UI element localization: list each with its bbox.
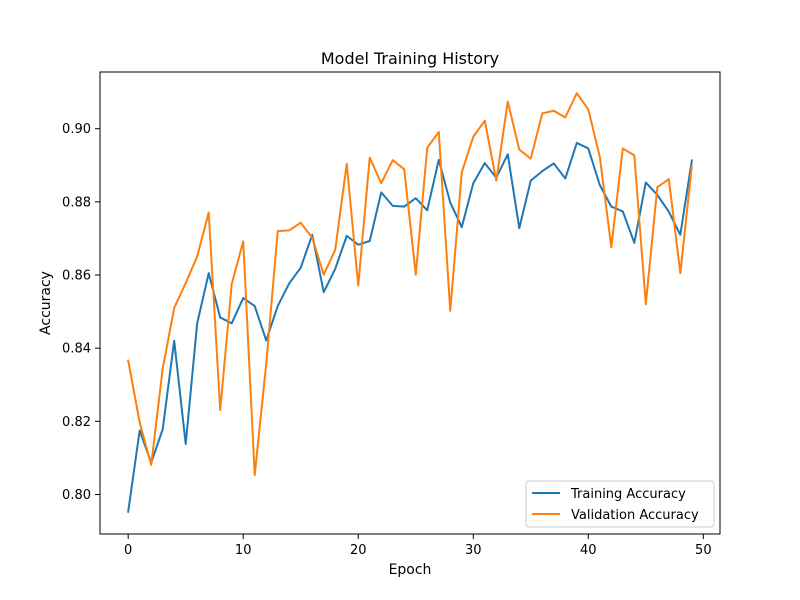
axes-layer: 0 10 20 30 40 50 0.80 0.82 0.84 0.86 0.88 0.90 bbox=[62, 122, 712, 558]
x-tick-label: 30 bbox=[465, 543, 482, 558]
x-tick-label: 40 bbox=[580, 543, 597, 558]
legend-label-validation: Validation Accuracy bbox=[571, 508, 699, 523]
legend: Training Accuracy Validation Accuracy bbox=[525, 480, 715, 528]
training-accuracy-line bbox=[127, 141, 693, 513]
plot-frame bbox=[99, 71, 721, 535]
chart-title: Model Training History bbox=[321, 49, 499, 68]
y-tick-label: 0.88 bbox=[62, 195, 91, 210]
y-tick-label: 0.90 bbox=[62, 122, 91, 137]
x-tick-label: 10 bbox=[235, 543, 252, 558]
y-axis-label: Accuracy bbox=[38, 271, 54, 335]
y-tick-label: 0.84 bbox=[62, 342, 91, 357]
y-tick-label: 0.80 bbox=[62, 488, 91, 503]
y-tick-label: 0.86 bbox=[62, 269, 91, 284]
legend-label-training: Training Accuracy bbox=[570, 487, 686, 502]
x-axis-label: Epoch bbox=[389, 562, 432, 578]
x-tick-label: 20 bbox=[350, 543, 367, 558]
x-tick-label: 0 bbox=[124, 543, 132, 558]
series-layer bbox=[127, 92, 693, 513]
x-tick-label: 50 bbox=[695, 543, 712, 558]
y-tick-label: 0.82 bbox=[62, 415, 91, 430]
legend-box bbox=[525, 480, 715, 528]
validation-accuracy-line bbox=[127, 92, 693, 477]
